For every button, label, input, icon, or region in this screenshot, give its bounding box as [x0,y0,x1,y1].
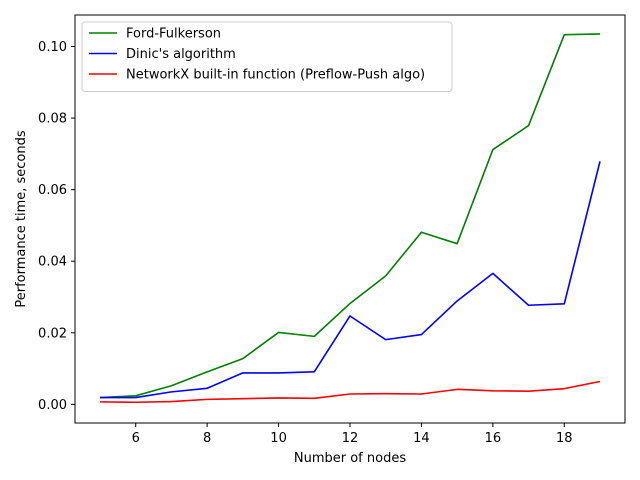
x-tick-label: 12 [342,431,359,446]
x-tick-label: 16 [485,431,502,446]
series-line-3 [99,380,601,404]
x-tick-label: 18 [556,431,573,446]
series-layer [99,33,601,404]
y-axis-label: Performance time, seconds [14,130,29,308]
y-tick-label: 0.10 [38,40,67,55]
x-axis-label: Number of nodes [294,451,406,466]
y-tick-label: 0.08 [38,112,67,127]
x-tick-label: 14 [413,431,430,446]
legend: Ford-Fulkerson Dinic's algorithm NetworkX … [81,21,453,92]
y-tick-label: 0.06 [38,183,67,198]
legend-entry: Ford-Fulkerson [126,27,221,42]
series-line-2 [100,161,601,399]
x-tick-label: 6 [132,431,140,446]
y-tick-label: 0.04 [38,255,67,270]
y-axis: 0.00 0.02 0.04 0.06 0.08 0.10 [38,40,75,413]
y-tick-label: 0.02 [38,326,67,341]
y-tick-label: 0.00 [38,398,67,413]
legend-entry: Dinic's algorithm [126,47,236,62]
legend-entry: NetworkX built-in function (Preflow-Push… [126,68,425,83]
legend-box [81,21,453,92]
x-axis: 6 8 10 12 14 16 18 [132,423,573,446]
x-tick-label: 8 [203,431,211,446]
series-line-1 [99,33,601,399]
x-tick-label: 10 [270,431,287,446]
